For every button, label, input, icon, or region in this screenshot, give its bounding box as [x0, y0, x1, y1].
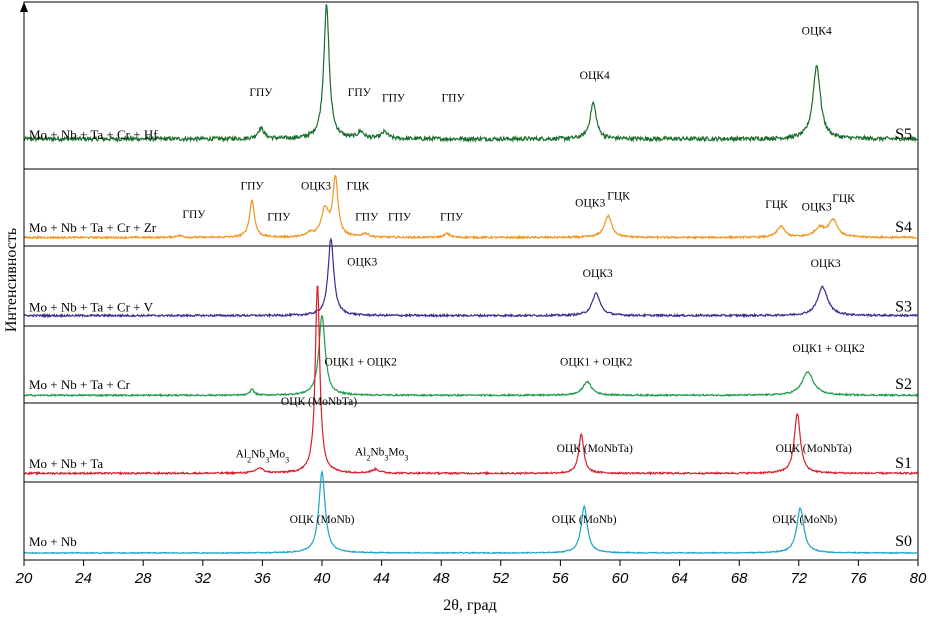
x-axis-title: 2θ, град	[443, 597, 496, 614]
sample-label-S2: S2	[895, 376, 912, 393]
peak-annotation-S4-1: ГПУ	[182, 209, 206, 221]
series-line-S0	[23, 469, 919, 555]
x-tick-label-64: 64	[671, 570, 688, 587]
composition-label-S4: Mo + Nb + Ta + Cr + Zr	[29, 220, 157, 235]
x-tick-label-48: 48	[433, 570, 450, 587]
peak-annotation-S5-4: ГПУ	[442, 93, 466, 105]
peak-annotation-S5-3: ГПУ	[382, 93, 406, 105]
peak-annotation-S0-1: ОЦК (MoNb)	[552, 514, 617, 526]
sample-label-S4: S4	[895, 219, 912, 236]
peak-annotation-S2-1: ОЦК1 + ОЦК2	[560, 357, 633, 369]
y-axis-arrow	[20, 2, 28, 12]
series-line-S4	[23, 174, 919, 241]
peak-annotation-S1-1: Al2Nb3Mo3	[236, 449, 290, 465]
x-tick-label-52: 52	[492, 570, 509, 587]
x-tick-label-76: 76	[850, 570, 867, 587]
peak-annotation-S5-5: ОЦК4	[580, 70, 610, 82]
panels-group	[23, 1, 919, 561]
peak-annotation-S3-2: ОЦК3	[811, 258, 841, 270]
x-tick-label-28: 28	[134, 570, 152, 587]
peak-annotation-S4-7: ГПУ	[440, 211, 464, 223]
x-tick-label-24: 24	[74, 570, 92, 587]
composition-label-S5: Mo + Nb + Ta + Cr + Hf	[29, 127, 158, 142]
panel-frame-S5	[23, 1, 919, 170]
sample-label-S1: S1	[895, 455, 912, 472]
sample-label-S0: S0	[895, 533, 912, 550]
peak-annotation-S4-5: ГПУ	[355, 211, 379, 223]
x-tick-label-80: 80	[910, 570, 927, 587]
x-tick-label-56: 56	[552, 570, 569, 587]
peak-annotation-S4-4: ГЦК	[346, 181, 369, 193]
peak-annotation-S4-2: ГПУ	[267, 211, 291, 223]
peak-annotation-S4-0: ГПУ	[240, 181, 264, 193]
peak-annotation-S1-4: ОЦК (MoNbTa)	[776, 443, 852, 455]
x-tick-label-44: 44	[373, 570, 390, 587]
composition-label-S1: Mo + Nb + Ta	[29, 456, 103, 471]
sample-label-S5: S5	[895, 126, 912, 143]
x-tick-label-20: 20	[15, 570, 33, 587]
peak-annotation-S2-2: ОЦК1 + ОЦК2	[792, 343, 865, 355]
labels-group: Mo + Nb + Ta + Cr + Hf S5 ОЦК4 ГПУ ГПУ ГПУ ГПУ…	[29, 0, 912, 550]
traces-group	[23, 4, 919, 555]
y-axis-title: Интенсивность	[3, 228, 20, 332]
peak-annotation-S5-2: ГПУ	[348, 87, 372, 99]
peak-annotation-S4-8: ОЦК3	[575, 198, 605, 210]
peak-annotation-S4-12: ГЦК	[832, 193, 855, 205]
peak-annotation-S1-0: ОЦК (MoNbTa)	[281, 396, 357, 408]
x-tick-label-32: 32	[194, 570, 211, 587]
peak-annotation-S5-6: ОЦК4	[802, 26, 832, 38]
peak-annotation-S1-2: Al2Nb3Mo3	[355, 447, 409, 463]
peak-annotation-S4-10: ГЦК	[765, 199, 788, 211]
x-tick-label-36: 36	[254, 570, 271, 587]
x-tick-label-60: 60	[612, 570, 629, 587]
peak-annotation-S4-6: ГПУ	[388, 211, 412, 223]
peak-annotation-S4-9: ГЦК	[607, 190, 630, 202]
peak-annotation-S1-3: ОЦК (MoNbTa)	[557, 443, 633, 455]
peak-annotation-S4-11: ОЦК3	[802, 201, 832, 213]
series-line-S3	[23, 237, 919, 319]
peak-annotation-S3-0: ОЦК3	[347, 257, 377, 269]
x-tick-label-68: 68	[731, 570, 748, 587]
composition-label-S3: Mo + Nb + Ta + Cr + V	[29, 300, 154, 315]
peak-annotation-S4-3: ОЦК3	[301, 181, 331, 193]
composition-label-S0: Mo + Nb	[29, 534, 77, 549]
peak-annotation-S3-1: ОЦК3	[583, 268, 613, 280]
axes-group: 20 24 28 32 36 40 44 48 52 56 60 64 68 72 76 80	[15, 2, 927, 587]
series-line-S2	[23, 314, 919, 398]
x-tick-label-40: 40	[314, 570, 331, 587]
composition-label-S2: Mo + Nb + Ta + Cr	[29, 377, 131, 392]
series-line-S1	[23, 285, 919, 476]
peak-annotation-S2-0: ОЦК1 + ОЦК2	[325, 357, 398, 369]
peak-annotation-S0-2: ОЦК (MoNb)	[772, 514, 837, 526]
sample-label-S3: S3	[895, 299, 912, 316]
peak-annotation-S0-0: ОЦК (MoNb)	[290, 514, 355, 526]
peak-annotation-S5-1: ГПУ	[249, 87, 273, 99]
x-tick-label-72: 72	[790, 570, 807, 587]
series-line-S5	[23, 4, 919, 144]
panel-frame-S2	[23, 325, 919, 404]
